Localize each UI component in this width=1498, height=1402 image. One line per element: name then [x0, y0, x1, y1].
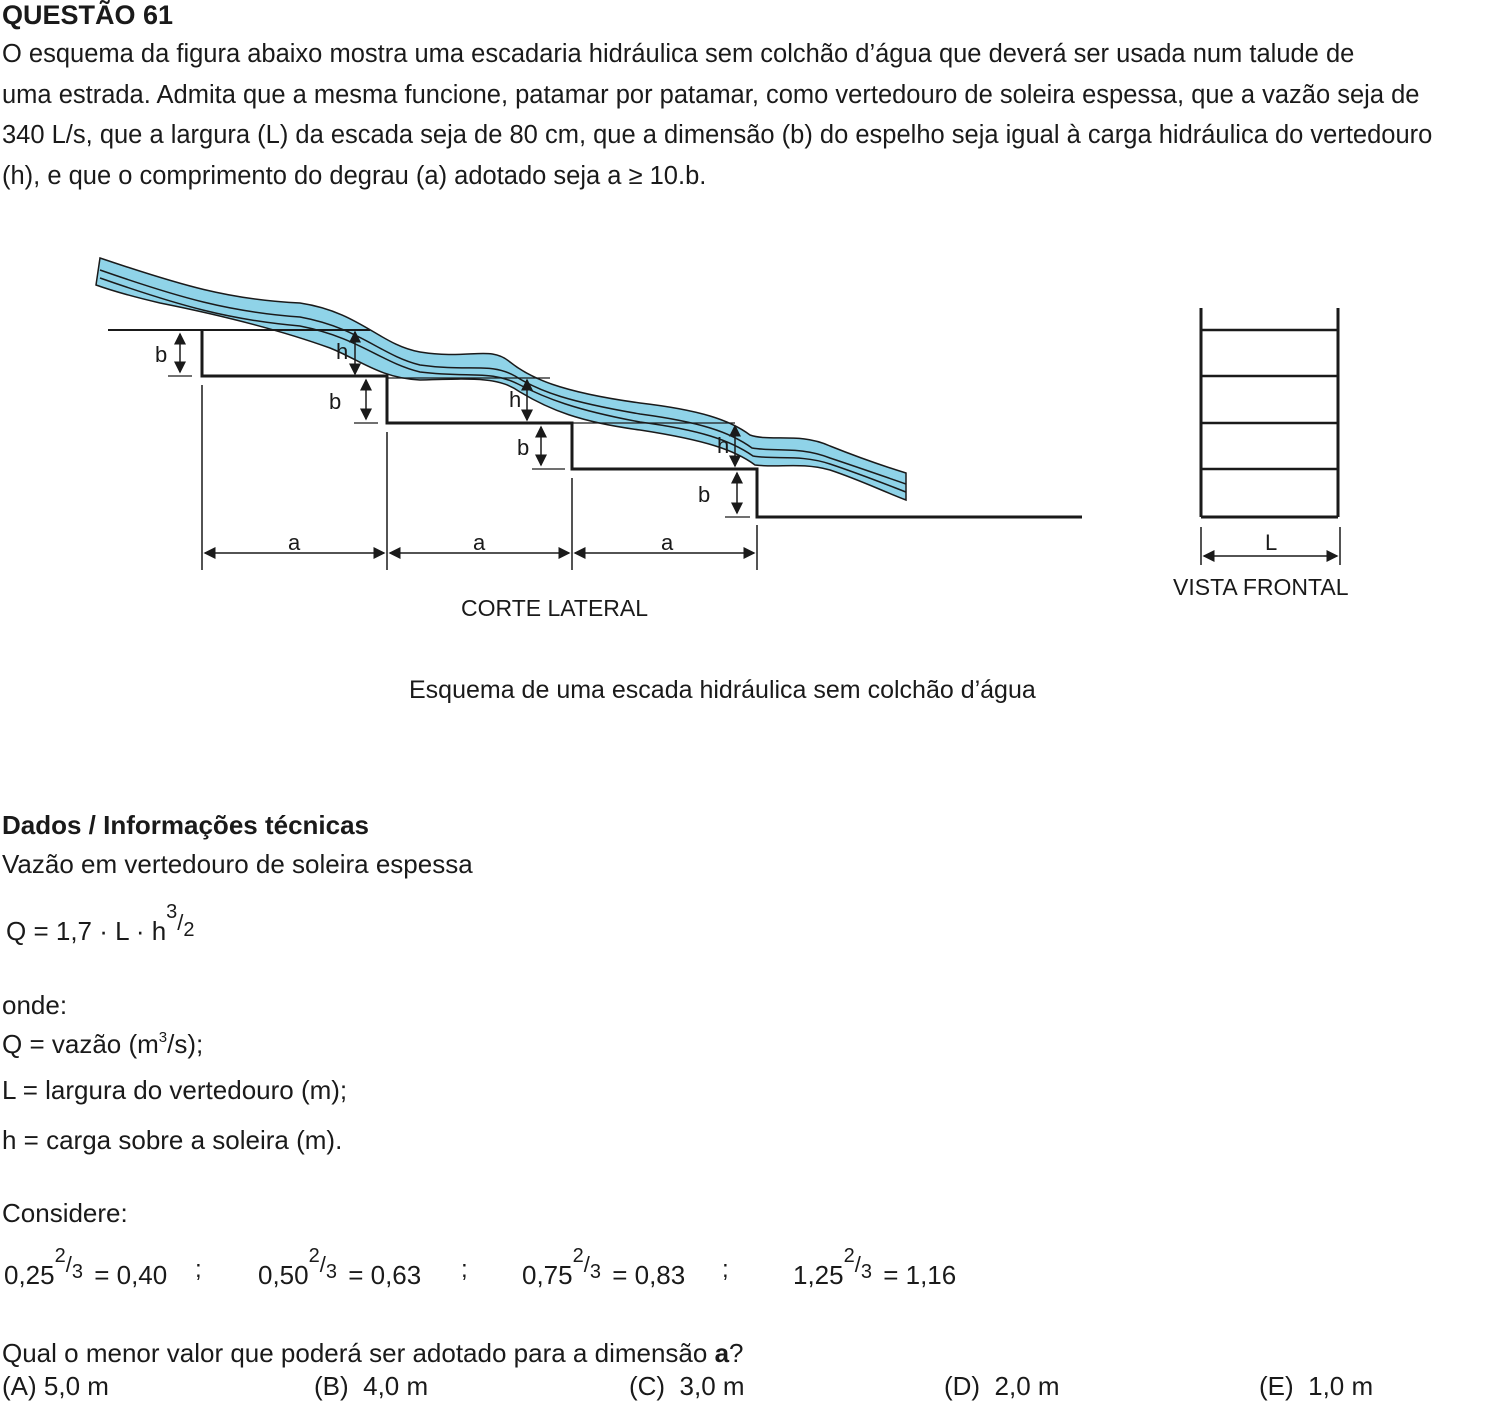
considere-label: Considere:	[2, 1198, 128, 1228]
option-a-value: 5,0 m	[43, 1371, 109, 1401]
option-c[interactable]: (C) 3,0 m	[629, 1371, 745, 1402]
c3-den: 3	[589, 1261, 601, 1283]
c4-result: = 1,16	[883, 1260, 957, 1290]
b-dimension-arrows	[174, 332, 743, 515]
prompt-bold: a	[714, 1338, 730, 1368]
q-def-part-2: /s);	[167, 1029, 204, 1059]
c1-result: = 0,40	[94, 1260, 168, 1290]
l-definition: L = largura do vertedouro (m);	[2, 1075, 348, 1105]
c1-num: 2	[54, 1245, 66, 1267]
c2-result: = 0,63	[348, 1260, 422, 1290]
c3-base: 0,75	[522, 1260, 573, 1290]
label-b-1: b	[155, 342, 167, 367]
side-view-label: CORTE LATERAL	[461, 595, 648, 621]
option-c-value: 3,0 m	[679, 1371, 745, 1401]
label-h-2: h	[509, 387, 521, 412]
option-a-letter: (A)	[2, 1371, 37, 1401]
c1-den: 3	[71, 1261, 83, 1283]
q-definition: Q = vazão (m3/s);	[2, 1029, 203, 1060]
separator-3: ;	[722, 1256, 729, 1283]
front-view	[1199, 308, 1341, 565]
c2-den: 3	[325, 1261, 337, 1283]
label-h-1: h	[336, 339, 348, 364]
c4-num: 2	[843, 1245, 855, 1267]
data-subtitle: Vazão em vertedouro de soleira espessa	[2, 849, 473, 879]
c3-result: = 0,83	[612, 1260, 686, 1290]
c3-slash: /	[583, 1252, 590, 1277]
figure-caption: Esquema de uma escada hidráulica sem col…	[409, 676, 1036, 704]
option-c-letter: (C)	[629, 1371, 666, 1401]
flow-formula: Q = 1,7 · L · h3/2	[6, 901, 195, 947]
statement-line-4: (h), e que o comprimento do degrau (a) a…	[2, 161, 707, 190]
c4-base: 1,25	[793, 1260, 844, 1290]
separator-2: ;	[461, 1256, 468, 1283]
prompt-text: Qual o menor valor que poderá ser adotad…	[2, 1338, 715, 1368]
label-h-3: h	[717, 433, 729, 458]
c2-num: 2	[308, 1245, 320, 1267]
statement-line-2: uma estrada. Admita que a mesma funcione…	[2, 80, 1420, 109]
option-b-letter: (B)	[314, 1371, 349, 1401]
formula-main: Q = 1,7 · L · h	[6, 916, 167, 946]
option-d-letter: (D)	[944, 1371, 981, 1401]
c4-den: 3	[860, 1261, 872, 1283]
consideration-4: 1,252/3 = 1,16	[793, 1245, 957, 1291]
consideration-1: 0,252/3 = 0,40	[4, 1245, 168, 1291]
staircase-profile	[108, 329, 1082, 570]
h-definition: h = carga sobre a soleira (m).	[2, 1125, 343, 1155]
option-d-value: 2,0 m	[994, 1371, 1060, 1401]
water-flow	[95, 257, 907, 502]
c1-base: 0,25	[4, 1260, 55, 1290]
label-b-3: b	[517, 435, 529, 460]
c2-slash: /	[319, 1252, 326, 1277]
option-b[interactable]: (B) 4,0 m	[314, 1371, 428, 1402]
question-title: QUESTÃO 61	[2, 0, 174, 30]
statement-line-3: 340 L/s, que a largura (L) da escada sej…	[2, 121, 1433, 149]
question-prompt: Qual o menor valor que poderá ser adotad…	[2, 1338, 744, 1369]
option-d[interactable]: (D) 2,0 m	[944, 1371, 1060, 1402]
formula-exp-slash: /	[177, 910, 184, 935]
h-dimension-arrows	[349, 330, 741, 468]
question-statement: O esquema da figura abaixo mostra uma es…	[2, 34, 1498, 196]
onde-label: onde:	[2, 990, 68, 1020]
c4-slash: /	[854, 1252, 861, 1277]
q-def-sup: 3	[158, 1029, 168, 1046]
formula-exp-den: 2	[183, 919, 195, 941]
consideration-2: 0,502/3 = 0,63	[258, 1245, 422, 1291]
label-a-1: a	[288, 530, 301, 555]
c2-base: 0,50	[258, 1260, 309, 1290]
option-a[interactable]: (A) 5,0 m	[2, 1371, 109, 1402]
formula-exp-num: 3	[166, 901, 178, 923]
c3-num: 2	[572, 1245, 584, 1267]
consideration-3: 0,752/3 = 0,83	[522, 1245, 686, 1291]
option-e-value: 1,0 m	[1308, 1371, 1374, 1401]
label-L: L	[1265, 530, 1277, 555]
q-def-part-1: Q = vazão (m	[2, 1029, 159, 1059]
staircase-figure: b b b b h h h a a a L CORTE LATERAL VIST…	[95, 257, 1349, 621]
label-a-3: a	[661, 530, 674, 555]
option-b-value: 4,0 m	[363, 1371, 429, 1401]
label-b-4: b	[698, 482, 710, 507]
prompt-end: ?	[729, 1338, 744, 1368]
statement-line-1: O esquema da figura abaixo mostra uma es…	[2, 40, 1355, 68]
front-view-label: VISTA FRONTAL	[1173, 574, 1349, 600]
option-e-letter: (E)	[1259, 1371, 1294, 1401]
c1-slash: /	[65, 1252, 72, 1277]
label-b-2: b	[329, 389, 341, 414]
data-heading: Dados / Informações técnicas	[2, 810, 370, 840]
option-e[interactable]: (E) 1,0 m	[1259, 1371, 1373, 1402]
label-a-2: a	[473, 530, 486, 555]
separator-1: ;	[195, 1256, 202, 1283]
